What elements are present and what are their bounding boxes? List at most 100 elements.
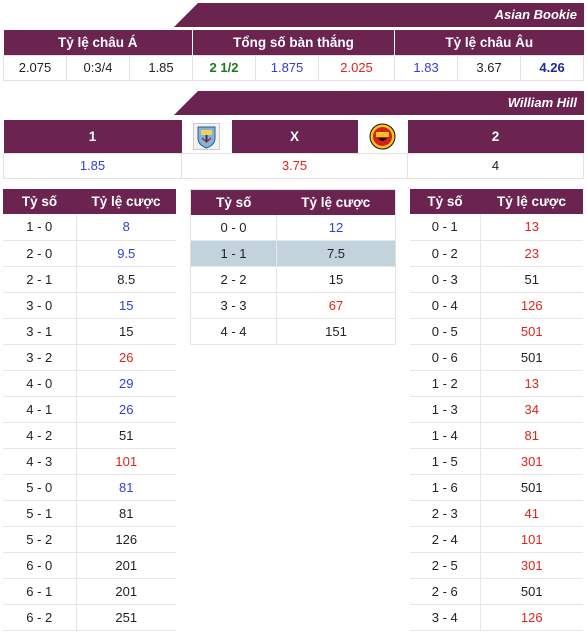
- score-cell: 2 - 6: [410, 578, 481, 605]
- score-cell: 1 - 6: [410, 474, 481, 501]
- wh-away-odds: 4: [407, 152, 584, 179]
- score-column-header: Tỷ số: [410, 189, 480, 214]
- score-row: 3 - 0 15: [3, 292, 176, 319]
- draw-scores-table: Tỷ số Tỷ lệ cược 0 - 0 12 1 - 1 7.5 2 - 2 15 3…: [190, 189, 396, 345]
- score-column-header: Tỷ số: [190, 189, 277, 215]
- total-goals-header: Tổng số bàn thắng: [192, 30, 396, 55]
- score-cell: 4 - 0: [3, 370, 77, 397]
- score-row: 4 - 1 26: [3, 396, 176, 423]
- total-over-odds: 1.875: [255, 54, 320, 81]
- wh-away-header: 2: [407, 120, 584, 153]
- score-row: 5 - 0 81: [3, 474, 176, 501]
- odds-cell: 9.5: [76, 240, 176, 267]
- score-cell: 1 - 1: [190, 240, 277, 267]
- score-cell: 0 - 5: [410, 318, 481, 345]
- euro-home-odds: 1.83: [394, 54, 459, 81]
- european-odds-header: Tỷ lệ châu Âu: [394, 30, 584, 55]
- manchester-united-crest-icon: [369, 123, 396, 150]
- euro-draw-odds: 3.67: [457, 54, 522, 81]
- score-cell: 5 - 2: [3, 526, 77, 553]
- score-cell: 0 - 3: [410, 266, 481, 293]
- odds-cell: 501: [480, 318, 583, 345]
- score-row: 2 - 3 41: [410, 500, 583, 527]
- score-cell: 4 - 3: [3, 448, 77, 475]
- score-cell: 4 - 2: [3, 422, 77, 449]
- odds-cell: 101: [76, 448, 176, 475]
- odds-cell: 201: [76, 552, 176, 579]
- odds-cell: 26: [76, 396, 176, 423]
- odds-cell: 29: [76, 370, 176, 397]
- away-team-logo-cell: [357, 120, 408, 153]
- odds-cell: 26: [76, 344, 176, 371]
- score-row: 4 - 4 151: [190, 318, 396, 345]
- odds-cell: 12: [276, 214, 396, 241]
- score-cell: 0 - 0: [190, 214, 277, 241]
- score-row: 1 - 5 301: [410, 448, 583, 475]
- total-under-odds: 2.025: [318, 54, 396, 81]
- home-team-logo-cell: [181, 120, 232, 153]
- odds-cell: 501: [480, 344, 583, 371]
- score-row: 0 - 0 12: [190, 214, 396, 241]
- odds-cell: 501: [480, 578, 583, 605]
- away-win-scores-table: Tỷ số Tỷ lệ cược 0 - 1 13 0 - 2 23 0 - 3 51 0 …: [410, 189, 583, 631]
- wh-draw-odds: 3.75: [181, 152, 408, 179]
- odds-cell: 301: [480, 448, 583, 475]
- william-hill-title: William Hill: [507, 95, 577, 110]
- score-row: 5 - 2 126: [3, 526, 176, 553]
- score-row: 2 - 1 8.5: [3, 266, 176, 293]
- score-cell: 2 - 4: [410, 526, 481, 553]
- odds-cell: 15: [76, 318, 176, 345]
- asian-odds-panel: Tỷ lệ châu Á Tổng số bàn thắng Tỷ lệ châ…: [3, 30, 585, 81]
- odds-cell: 41: [480, 500, 583, 527]
- score-row: 4 - 0 29: [3, 370, 176, 397]
- score-row: 3 - 3 67: [190, 292, 396, 319]
- william-hill-panel: 1 X: [3, 120, 584, 179]
- score-row: 1 - 1 7.5: [190, 240, 396, 267]
- score-row: 6 - 0 201: [3, 552, 176, 579]
- score-cell: 1 - 4: [410, 422, 481, 449]
- score-row: 1 - 4 81: [410, 422, 583, 449]
- score-cell: 0 - 4: [410, 292, 481, 319]
- score-cell: 6 - 1: [3, 578, 77, 605]
- odds-cell: 34: [480, 396, 583, 423]
- score-row: 0 - 2 23: [410, 240, 583, 267]
- score-row: 2 - 4 101: [410, 526, 583, 553]
- manchester-city-crest-icon: [193, 122, 220, 150]
- odds-cell: 101: [480, 526, 583, 553]
- asian-home-odds: 2.075: [3, 54, 67, 81]
- euro-away-odds: 4.26: [520, 54, 585, 81]
- score-cell: 1 - 3: [410, 396, 481, 423]
- odds-cell: 301: [480, 552, 583, 579]
- odds-cell: 126: [480, 604, 583, 631]
- score-cell: 3 - 1: [3, 318, 77, 345]
- asian-bookie-banner: Asian Bookie: [174, 3, 584, 27]
- score-row: 4 - 2 51: [3, 422, 176, 449]
- score-row: 2 - 5 301: [410, 552, 583, 579]
- score-row: 6 - 1 201: [3, 578, 176, 605]
- odds-cell: 81: [76, 474, 176, 501]
- score-cell: 1 - 5: [410, 448, 481, 475]
- score-cell: 4 - 4: [190, 318, 277, 345]
- wh-draw-header: X: [231, 120, 358, 153]
- odds-cell: 13: [480, 370, 583, 397]
- odds-cell: 67: [276, 292, 396, 319]
- score-row: 0 - 4 126: [410, 292, 583, 319]
- score-row: 1 - 2 13: [410, 370, 583, 397]
- odds-cell: 13: [480, 214, 583, 241]
- asian-odds-table: Tỷ lệ châu Á Tổng số bàn thắng Tỷ lệ châ…: [3, 30, 585, 81]
- asian-bookie-title: Asian Bookie: [494, 7, 577, 22]
- score-cell: 6 - 0: [3, 552, 77, 579]
- asian-handicap-line: 0:3/4: [66, 54, 130, 81]
- score-cell: 5 - 0: [3, 474, 77, 501]
- odds-cell: 8.5: [76, 266, 176, 293]
- score-row: 3 - 4 126: [410, 604, 583, 631]
- asian-handicap-header: Tỷ lệ châu Á: [3, 30, 194, 55]
- william-hill-banner: William Hill: [174, 91, 584, 115]
- score-cell: 6 - 2: [3, 604, 77, 631]
- score-row: 0 - 1 13: [410, 214, 583, 241]
- odds-cell: 81: [480, 422, 583, 449]
- score-row: 3 - 1 15: [3, 318, 176, 345]
- score-cell: 3 - 0: [3, 292, 77, 319]
